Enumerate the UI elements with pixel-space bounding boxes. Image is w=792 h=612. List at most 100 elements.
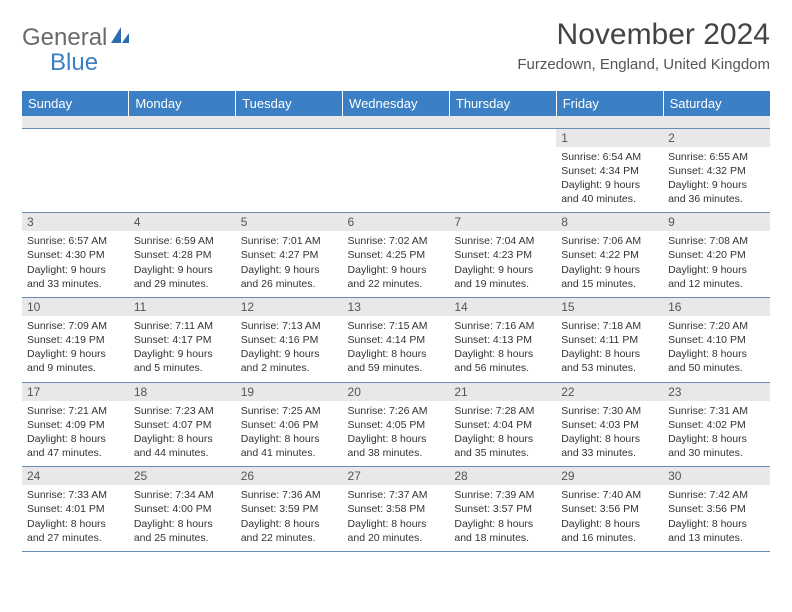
daylight-text: Daylight: 9 hours and 5 minutes. bbox=[134, 347, 231, 375]
day-cell: 14Sunrise: 7:16 AMSunset: 4:13 PMDayligh… bbox=[449, 297, 556, 382]
day-number: 4 bbox=[129, 213, 236, 231]
sunrise-text: Sunrise: 7:40 AM bbox=[561, 488, 658, 502]
daylight-text: Daylight: 8 hours and 27 minutes. bbox=[27, 517, 124, 545]
day-cell: 2 Sunrise: 6:55 AMSunset: 4:32 PMDaylight… bbox=[663, 128, 770, 213]
day-cell: 5Sunrise: 7:01 AMSunset: 4:27 PMDaylight… bbox=[236, 213, 343, 298]
daylight-text: Daylight: 8 hours and 50 minutes. bbox=[668, 347, 765, 375]
sunrise-text: Sunrise: 6:55 AM bbox=[668, 150, 765, 164]
week-row: 24Sunrise: 7:33 AMSunset: 4:01 PMDayligh… bbox=[22, 467, 770, 552]
sunset-text: Sunset: 4:32 PM bbox=[668, 164, 765, 178]
day-cell: 10Sunrise: 7:09 AMSunset: 4:19 PMDayligh… bbox=[22, 297, 129, 382]
daylight-text: Daylight: 8 hours and 38 minutes. bbox=[348, 432, 445, 460]
daylight-text: Daylight: 8 hours and 13 minutes. bbox=[668, 517, 765, 545]
day-details: Sunrise: 7:09 AMSunset: 4:19 PMDaylight:… bbox=[22, 316, 129, 382]
day-number: 30 bbox=[663, 467, 770, 485]
day-details: Sunrise: 7:23 AMSunset: 4:07 PMDaylight:… bbox=[129, 401, 236, 467]
daylight-text: Daylight: 8 hours and 59 minutes. bbox=[348, 347, 445, 375]
daylight-text: Daylight: 8 hours and 16 minutes. bbox=[561, 517, 658, 545]
week-row: 17Sunrise: 7:21 AMSunset: 4:09 PMDayligh… bbox=[22, 382, 770, 467]
sunrise-text: Sunrise: 7:13 AM bbox=[241, 319, 338, 333]
sunrise-text: Sunrise: 7:23 AM bbox=[134, 404, 231, 418]
day-cell: 19Sunrise: 7:25 AMSunset: 4:06 PMDayligh… bbox=[236, 382, 343, 467]
day-details: Sunrise: 6:57 AMSunset: 4:30 PMDaylight:… bbox=[22, 231, 129, 297]
sunset-text: Sunset: 4:20 PM bbox=[668, 248, 765, 262]
day-details: Sunrise: 7:25 AMSunset: 4:06 PMDaylight:… bbox=[236, 401, 343, 467]
sunset-text: Sunset: 4:14 PM bbox=[348, 333, 445, 347]
sunset-text: Sunset: 4:23 PM bbox=[454, 248, 551, 262]
sunset-text: Sunset: 3:57 PM bbox=[454, 502, 551, 516]
sunset-text: Sunset: 3:58 PM bbox=[348, 502, 445, 516]
daylight-text: Daylight: 9 hours and 36 minutes. bbox=[668, 178, 765, 206]
day-number: 1 bbox=[556, 129, 663, 147]
day-number: 6 bbox=[343, 213, 450, 231]
day-cell: 18Sunrise: 7:23 AMSunset: 4:07 PMDayligh… bbox=[129, 382, 236, 467]
sunrise-text: Sunrise: 7:34 AM bbox=[134, 488, 231, 502]
col-tuesday: Tuesday bbox=[236, 91, 343, 116]
sunset-text: Sunset: 4:11 PM bbox=[561, 333, 658, 347]
sunrise-text: Sunrise: 7:30 AM bbox=[561, 404, 658, 418]
day-cell: 24Sunrise: 7:33 AMSunset: 4:01 PMDayligh… bbox=[22, 467, 129, 552]
sunrise-text: Sunrise: 7:26 AM bbox=[348, 404, 445, 418]
day-number: 26 bbox=[236, 467, 343, 485]
day-details: Sunrise: 7:16 AMSunset: 4:13 PMDaylight:… bbox=[449, 316, 556, 382]
sunrise-text: Sunrise: 7:11 AM bbox=[134, 319, 231, 333]
sunrise-text: Sunrise: 7:04 AM bbox=[454, 234, 551, 248]
day-cell: 17Sunrise: 7:21 AMSunset: 4:09 PMDayligh… bbox=[22, 382, 129, 467]
daylight-text: Daylight: 9 hours and 33 minutes. bbox=[27, 263, 124, 291]
day-cell: 3Sunrise: 6:57 AMSunset: 4:30 PMDaylight… bbox=[22, 213, 129, 298]
daylight-text: Daylight: 9 hours and 40 minutes. bbox=[561, 178, 658, 206]
daylight-text: Daylight: 8 hours and 41 minutes. bbox=[241, 432, 338, 460]
day-details: Sunrise: 7:11 AMSunset: 4:17 PMDaylight:… bbox=[129, 316, 236, 382]
day-cell: 13 Sunrise: 7:15 AMSunset: 4:14 PMDayligh… bbox=[343, 297, 450, 382]
sunset-text: Sunset: 4:00 PM bbox=[134, 502, 231, 516]
day-details: Sunrise: 7:37 AMSunset: 3:58 PMDaylight:… bbox=[343, 485, 450, 551]
day-cell: 27Sunrise: 7:37 AMSunset: 3:58 PMDayligh… bbox=[343, 467, 450, 552]
daylight-text: Daylight: 8 hours and 44 minutes. bbox=[134, 432, 231, 460]
day-details: Sunrise: 6:59 AMSunset: 4:28 PMDaylight:… bbox=[129, 231, 236, 297]
daylight-text: Daylight: 9 hours and 15 minutes. bbox=[561, 263, 658, 291]
daylight-text: Daylight: 9 hours and 22 minutes. bbox=[348, 263, 445, 291]
sunrise-text: Sunrise: 7:01 AM bbox=[241, 234, 338, 248]
spacer-row bbox=[22, 116, 770, 128]
sunrise-text: Sunrise: 7:31 AM bbox=[668, 404, 765, 418]
day-details: Sunrise: 7:36 AMSunset: 3:59 PMDaylight:… bbox=[236, 485, 343, 551]
day-cell: 15Sunrise: 7:18 AMSunset: 4:11 PMDayligh… bbox=[556, 297, 663, 382]
day-details: Sunrise: 7:18 AMSunset: 4:11 PMDaylight:… bbox=[556, 316, 663, 382]
day-number: 21 bbox=[449, 383, 556, 401]
day-number: 11 bbox=[129, 298, 236, 316]
daylight-text: Daylight: 8 hours and 47 minutes. bbox=[27, 432, 124, 460]
sunrise-text: Sunrise: 7:42 AM bbox=[668, 488, 765, 502]
day-details: Sunrise: 7:34 AMSunset: 4:00 PMDaylight:… bbox=[129, 485, 236, 551]
day-cell: 23Sunrise: 7:31 AMSunset: 4:02 PMDayligh… bbox=[663, 382, 770, 467]
day-number: 19 bbox=[236, 383, 343, 401]
sunset-text: Sunset: 4:05 PM bbox=[348, 418, 445, 432]
sunset-text: Sunset: 4:19 PM bbox=[27, 333, 124, 347]
sunrise-text: Sunrise: 7:15 AM bbox=[348, 319, 445, 333]
day-number: 16 bbox=[663, 298, 770, 316]
day-number: 17 bbox=[22, 383, 129, 401]
day-cell bbox=[236, 128, 343, 213]
day-cell bbox=[22, 128, 129, 213]
sunset-text: Sunset: 3:56 PM bbox=[561, 502, 658, 516]
day-cell: 16Sunrise: 7:20 AMSunset: 4:10 PMDayligh… bbox=[663, 297, 770, 382]
sunset-text: Sunset: 4:02 PM bbox=[668, 418, 765, 432]
sunset-text: Sunset: 4:06 PM bbox=[241, 418, 338, 432]
day-number: 27 bbox=[343, 467, 450, 485]
day-cell: 20 Sunrise: 7:26 AMSunset: 4:05 PMDayligh… bbox=[343, 382, 450, 467]
day-details: Sunrise: 7:20 AMSunset: 4:10 PMDaylight:… bbox=[663, 316, 770, 382]
day-number: 20 bbox=[343, 383, 450, 401]
daylight-text: Daylight: 8 hours and 53 minutes. bbox=[561, 347, 658, 375]
title-block: November 2024 Furzedown, England, United… bbox=[517, 18, 770, 73]
col-saturday: Saturday bbox=[663, 91, 770, 116]
day-details: Sunrise: 6:54 AMSunset: 4:34 PMDaylight:… bbox=[556, 147, 663, 213]
sunrise-text: Sunrise: 7:09 AM bbox=[27, 319, 124, 333]
sunset-text: Sunset: 4:04 PM bbox=[454, 418, 551, 432]
sunset-text: Sunset: 4:03 PM bbox=[561, 418, 658, 432]
day-number: 7 bbox=[449, 213, 556, 231]
sunrise-text: Sunrise: 6:54 AM bbox=[561, 150, 658, 164]
day-number: 2 bbox=[663, 129, 770, 147]
daylight-text: Daylight: 9 hours and 9 minutes. bbox=[27, 347, 124, 375]
logo-text-general: General bbox=[22, 24, 107, 52]
day-number: 13 bbox=[343, 298, 450, 316]
day-number: 25 bbox=[129, 467, 236, 485]
